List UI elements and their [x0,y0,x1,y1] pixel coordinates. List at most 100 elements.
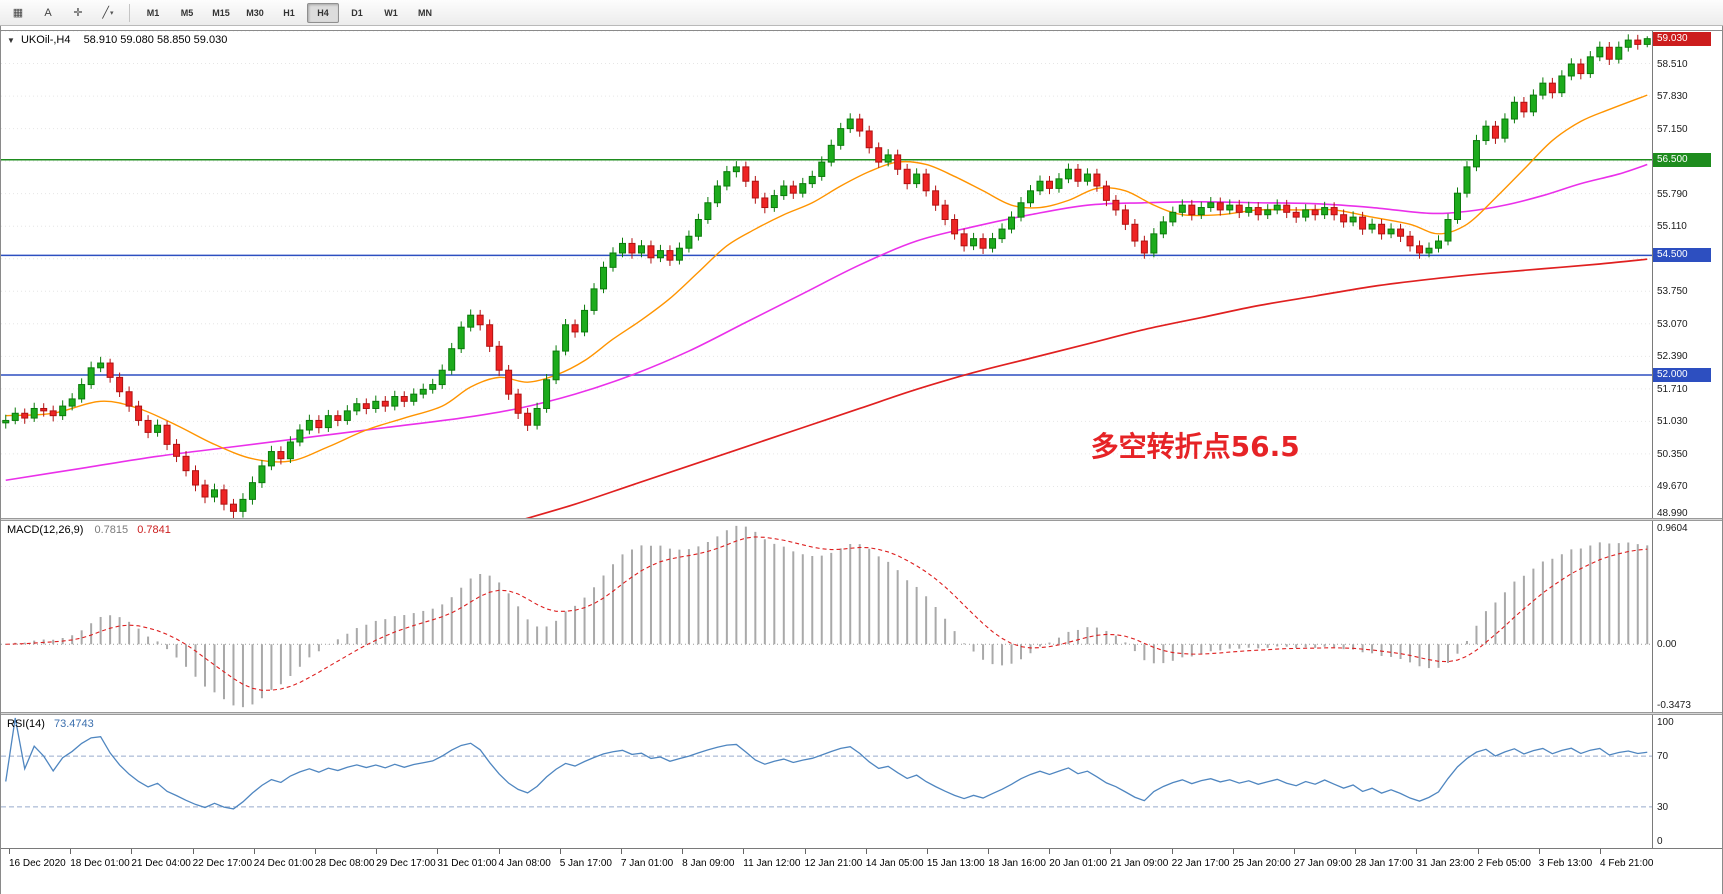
panel-separator[interactable] [1,712,1722,715]
time-tick [865,849,867,854]
price-level-badge: 59.030 [1653,31,1711,46]
crosshair-tool-icon: ✛ [73,7,83,19]
price-level-badge: 56.500 [1653,152,1711,167]
timeframe-button-h1[interactable]: H1 [283,7,295,18]
timeframe-button-group: M1 M5 M15 M30 H1 H4 D1 W1 MN [137,2,441,23]
text-annotate-tool-button[interactable]: A [34,2,62,24]
price-tick-label: 51.030 [1657,416,1688,428]
macd-main-value: 0.7815 [94,524,129,536]
time-label: 29 Dec 17:00 [376,858,436,869]
ma-orange-line [5,94,1648,463]
time-tick [253,849,255,854]
price-tick-label: 51.710 [1657,383,1688,395]
time-label: 27 Jan 09:00 [1294,858,1352,869]
price-tick-label: 57.830 [1657,91,1688,103]
crosshair-tool-button[interactable]: ✛ [64,2,92,24]
price-tick-label: 50.350 [1657,448,1688,460]
rsi-canvas[interactable] [1,715,1652,848]
macd-signal-line [5,536,1648,691]
timeframe-button-m5[interactable]: M5 [180,7,194,18]
macd-canvas[interactable] [1,521,1652,712]
time-tick [437,849,439,854]
time-tick [70,849,72,854]
price-tick-label: 48.990 [1657,508,1688,519]
time-label: 18 Dec 01:00 [70,858,130,869]
time-label: 28 Jan 17:00 [1355,858,1414,869]
rsi-line [5,717,1648,810]
timeframe-button-m30[interactable]: M30 [246,7,264,18]
panel-separator[interactable] [1,518,1722,521]
time-label: 18 Jan 16:00 [988,858,1046,869]
time-label: 8 Jan 09:00 [682,858,735,869]
macd-signal-value: 0.7841 [137,524,171,536]
time-axis[interactable]: 16 Dec 2020 18 Dec 01:00 21 Dec 04:00 22 De… [1,848,1722,894]
time-tick [131,849,133,854]
time-label: 12 Jan 21:00 [804,858,863,869]
time-label: 20 Jan 01:00 [1049,858,1108,869]
chart-header: ▼ UKOil-,H4 58.910 59.080 58.850 59.030 [7,34,227,46]
timeframe-button-mn[interactable]: MN [418,7,432,18]
timeframe-button-m1[interactable]: M1 [146,7,160,18]
time-label: 15 Jan 13:00 [926,858,985,869]
price-axis[interactable]: 59.19058.51057.83057.15055.79055.11053.7… [1652,31,1722,519]
time-tick [743,849,745,854]
time-tick [926,849,928,854]
timeframe-button-h4[interactable]: H4 [307,2,339,23]
price-tick-label: 52.390 [1657,351,1688,363]
time-label: 4 Feb 21:00 [1600,858,1654,869]
macd-axis-label: 0.9604 [1657,523,1688,534]
price-tick-label: 57.150 [1657,123,1688,135]
timeframe-button-w1[interactable]: W1 [384,7,398,18]
horizontal-level-lines [1,158,1652,376]
rsi-axis-label: 100 [1657,717,1674,728]
time-label: 28 Dec 08:00 [314,858,375,869]
time-tick [498,849,500,854]
chevron-down-icon: ▾ [110,9,114,17]
time-label: 21 Jan 09:00 [1110,858,1169,869]
macd-label: MACD(12,26,9) 0.7815 0.7841 [7,524,171,536]
time-tick [559,849,561,854]
symbol-dropdown-icon[interactable]: ▼ [7,36,15,45]
macd-axis[interactable]: 0.9604 0.00 -0.3473 [1652,521,1722,712]
chart-annotation-text: 多空转折点56.5 [1090,430,1300,464]
time-tick [9,849,10,854]
rsi-axis[interactable]: 100 70 30 0 [1652,715,1722,848]
time-label: 5 Jan 17:00 [559,858,612,869]
price-tick-label: 53.070 [1657,318,1688,330]
line-studies-tool-icon: ╱ [102,7,110,19]
time-tick [1110,849,1112,854]
charts-tile-tool-button[interactable]: ▦ [4,2,32,24]
main-chart-canvas[interactable] [1,31,1652,519]
candles-layer [2,34,1651,519]
ma-red-line [521,258,1648,519]
time-tick [620,849,622,854]
text-annotate-tool-icon: A [44,6,52,19]
timeframe-button-d1[interactable]: D1 [351,7,363,18]
time-label: 4 Jan 08:00 [498,858,551,869]
rsi-value: 73.4743 [53,718,94,730]
time-tick [1600,849,1601,854]
price-level-badge: 52.000 [1653,367,1711,382]
price-tick-label: 55.790 [1657,188,1688,200]
time-tick [1538,849,1540,854]
time-tick [682,849,684,854]
rsi-panel: RSI(14) 73.4743 100 70 30 0 [1,715,1722,848]
time-label: 24 Dec 01:00 [253,858,314,869]
main-chart-panel: ▼ UKOil-,H4 58.910 59.080 58.850 59.030 … [1,30,1722,519]
symbol-timeframe-label: UKOil-,H4 [20,34,71,46]
ohlc-values: 58.910 59.080 58.850 59.030 [83,34,228,46]
time-tick [1355,849,1357,854]
time-label: 31 Dec 01:00 [437,858,497,869]
time-label: 11 Jan 12:00 [743,858,801,869]
line-studies-tool-button[interactable]: ╱ ▾ [94,2,122,24]
time-tick [1477,849,1479,854]
tool-button-group: ▦ A ✛ ╱ ▾ [4,2,122,24]
chart-area: ▼ UKOil-,H4 58.910 59.080 58.850 59.030 … [0,26,1723,894]
time-label: 2 Feb 05:00 [1477,858,1531,869]
toolbar-separator [129,3,130,22]
macd-histogram [14,525,1649,708]
timeframe-button-m15[interactable]: M15 [212,7,230,18]
ma-magenta-line [5,163,1648,482]
time-label: 3 Feb 13:00 [1538,858,1593,869]
